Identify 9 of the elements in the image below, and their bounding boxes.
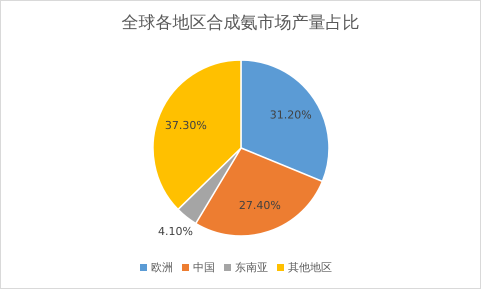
legend-label: 其他地区 xyxy=(288,261,332,274)
legend-label: 欧洲 xyxy=(151,261,173,274)
legend-label: 中国 xyxy=(193,261,215,274)
data-label: 37.30% xyxy=(164,118,207,132)
data-label: 31.20% xyxy=(270,108,312,122)
data-label: 4.10% xyxy=(158,224,193,238)
chart-title: 全球各地区合成氨市场产量占比 xyxy=(122,13,360,33)
data-label: 27.40% xyxy=(238,198,281,212)
legend-label: 东南亚 xyxy=(235,261,268,274)
